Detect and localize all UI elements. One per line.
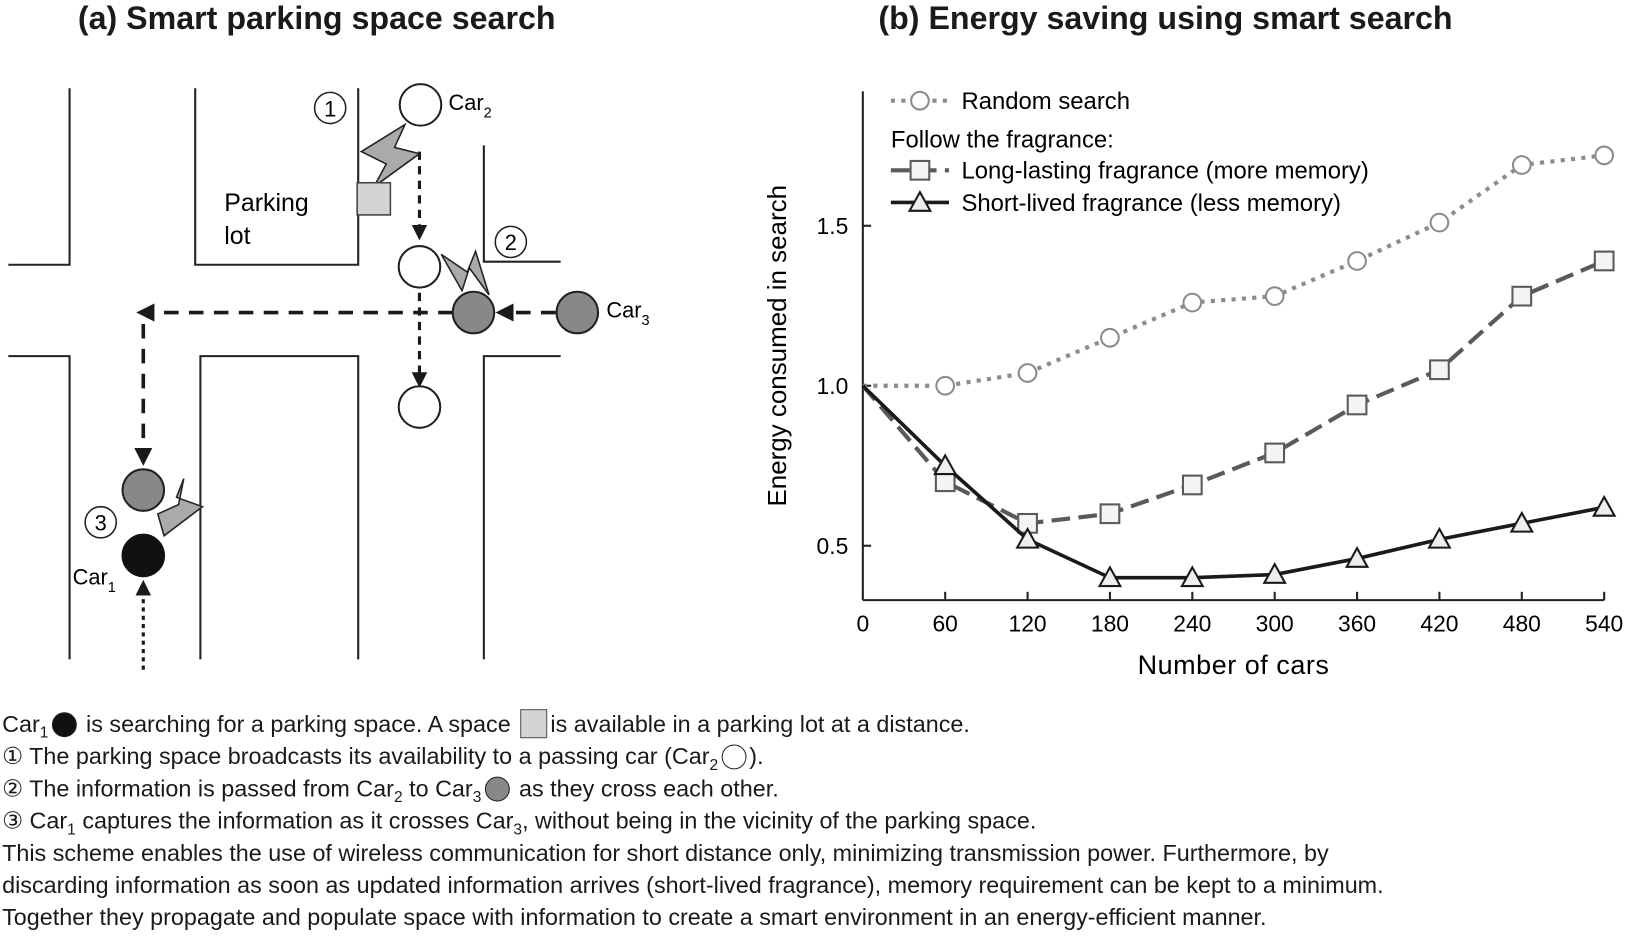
legend-marker-square: [909, 159, 931, 181]
city-block: [199, 355, 360, 660]
series-line: [862, 153, 1605, 388]
car2-icon: [721, 744, 747, 770]
series-line: [861, 384, 1605, 580]
series-triangle: [861, 384, 1617, 588]
legend-label-long: Long-lasting fragrance (more memory): [961, 158, 1368, 185]
data-point: [1594, 145, 1615, 166]
data-point: [933, 453, 958, 476]
data-point: [1509, 510, 1534, 533]
legend-label-random: Random search: [961, 88, 1130, 115]
road-edge: [482, 355, 561, 660]
caption-line: This scheme enables the use of wireless …: [2, 839, 1329, 866]
energy-chart: Energy consumed in search Number of cars…: [764, 88, 1623, 680]
data-point: [1593, 250, 1615, 272]
x-tick-label: 420: [1420, 610, 1458, 636]
car3-icon: [121, 468, 166, 512]
car1-icon: [121, 533, 166, 578]
car2-label: Car2: [449, 90, 492, 121]
parking-lot-label: lot: [224, 222, 250, 250]
svg-text:1: 1: [324, 96, 336, 121]
legend-marker-triangle: [907, 189, 933, 212]
caption-line: ② The information is passed from Car2 to…: [2, 775, 779, 807]
parking-lot-label: Parking: [224, 189, 308, 217]
legend: Random search Follow the fragrance: Long…: [890, 88, 1369, 217]
x-tick-label: 360: [1338, 610, 1376, 636]
data-point: [1429, 359, 1450, 381]
car2-icon: [398, 83, 443, 127]
y-tick-label: 1.5: [817, 213, 849, 239]
parking-lot-block: [194, 88, 360, 266]
data-point: [1181, 474, 1203, 496]
x-axis-label: Number of cars: [1138, 650, 1330, 680]
caption-line: ③ Car1 captures the information as it cr…: [2, 807, 1037, 839]
data-point: [1180, 565, 1205, 588]
data-point: [1097, 565, 1123, 588]
data-point: [1429, 212, 1450, 233]
x-tick-label: 0: [856, 610, 869, 636]
x-tick-label: 60: [932, 610, 957, 636]
data-point: [934, 471, 956, 493]
car1-label: Car1: [73, 565, 116, 596]
x-tick-label: 540: [1585, 610, 1623, 636]
caption-line: Car1 is searching for a parking space. A…: [2, 708, 1384, 742]
y-tick-label: 0.5: [817, 533, 849, 559]
step-2-marker: 2: [494, 225, 528, 259]
x-tick-label: 180: [1091, 610, 1129, 636]
x-tick-label: 240: [1173, 610, 1211, 636]
y-axis-label: Energy consumed in search: [764, 185, 792, 507]
road-edge: [8, 88, 71, 266]
data-point: [1262, 562, 1287, 584]
caption-line: ① The parking space broadcasts its avail…: [2, 743, 764, 775]
legend-label-short: Short-lived fragrance (less memory): [961, 190, 1340, 217]
legend-group-label: Follow the fragrance:: [891, 126, 1114, 153]
car3-label: Car3: [606, 298, 649, 329]
car2-icon: [397, 385, 442, 429]
data-point: [1264, 286, 1285, 307]
wireless-signal-icon: [156, 478, 205, 538]
svg-text:2: 2: [505, 230, 517, 255]
data-point: [1017, 363, 1038, 383]
car3-icon: [555, 290, 600, 335]
svg-text:3: 3: [95, 511, 107, 536]
data-point: [1264, 442, 1286, 464]
caption-line: Together they propagate and populate spa…: [2, 904, 1267, 931]
wireless-signal-icon: [440, 248, 490, 296]
step-1-marker: 1: [313, 91, 347, 125]
data-point: [1427, 526, 1452, 549]
panel-b-title: (b) Energy saving using smart search: [878, 0, 1453, 37]
data-point: [1592, 494, 1617, 517]
x-tick-label: 300: [1256, 610, 1294, 636]
data-point: [1346, 394, 1368, 416]
y-tick-label: 1.0: [817, 373, 849, 399]
data-point: [1344, 546, 1370, 568]
parking-space-icon: [356, 181, 392, 216]
data-point: [935, 375, 956, 396]
diagram-and-chart: Parking lot 1 2 3 Car2 Car3 Car1 Ene: [8, 83, 1623, 680]
x-tick-label: 120: [1009, 610, 1047, 636]
data-point: [1100, 327, 1120, 348]
caption-line: discarding information as soon as update…: [2, 872, 1384, 899]
data-point: [1511, 155, 1532, 175]
data-point: [1015, 526, 1040, 549]
panel-a-title: (a) Smart parking space search: [77, 0, 556, 37]
car3-icon: [484, 776, 510, 802]
car3-icon: [451, 290, 496, 335]
x-tick-label: 480: [1503, 610, 1541, 636]
legend-marker-circle: [910, 90, 930, 111]
car2-icon: [397, 245, 442, 289]
caption: Car1 is searching for a parking space. A…: [2, 708, 1384, 933]
parking-space-icon: [520, 709, 548, 739]
data-point: [1347, 251, 1367, 271]
data-point: [1511, 285, 1533, 307]
wireless-signal-icon: [359, 122, 422, 188]
road-edge: [482, 145, 561, 263]
data-point: [1182, 292, 1203, 313]
road-edge: [8, 355, 71, 660]
step-3-marker: 3: [84, 505, 118, 539]
data-point: [1099, 503, 1121, 525]
car1-icon: [51, 712, 77, 738]
series-circle: [862, 145, 1615, 396]
